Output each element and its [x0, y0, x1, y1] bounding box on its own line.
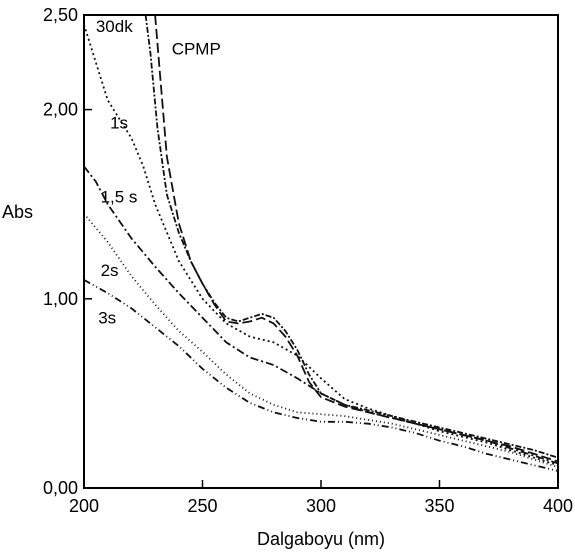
y-tick-label: 2,50: [43, 5, 78, 25]
x-tick-label: 200: [69, 496, 99, 516]
y-tick-label: 0,00: [43, 478, 78, 498]
curve-label: CPMP: [172, 40, 221, 59]
y-axis-label: Abs: [2, 202, 33, 222]
y-tick-label: 1,00: [43, 289, 78, 309]
series-line-1s: [84, 24, 558, 467]
series-line-3s: [84, 279, 558, 472]
series-layer: [84, 15, 558, 472]
ticks-layer: 200 250 300 350 400 0,00 1,00 2,00 2,50: [43, 5, 573, 516]
x-tick-label: 250: [187, 496, 217, 516]
x-tick-label: 400: [543, 496, 573, 516]
series-line-2s: [84, 213, 558, 469]
curve-label: 1,5 s: [101, 187, 138, 206]
x-tick-label: 300: [306, 496, 336, 516]
curve-label: 2s: [101, 261, 119, 280]
curve-label: 3s: [98, 308, 116, 327]
curve-label: 30dk: [96, 17, 133, 36]
series-line-1-5-s: [84, 165, 558, 465]
series-line-30dk: [144, 15, 558, 459]
series-line-cpmp: [154, 15, 558, 463]
y-tick-label: 2,00: [43, 100, 78, 120]
x-tick-label: 350: [424, 496, 454, 516]
plot-frame: [83, 14, 559, 489]
annotation-layer: 30dk CPMP 1s 1,5 s 2s 3s: [96, 17, 221, 327]
x-axis-label: Dalgaboyu (nm): [257, 529, 385, 549]
curve-label: 1s: [110, 114, 128, 133]
